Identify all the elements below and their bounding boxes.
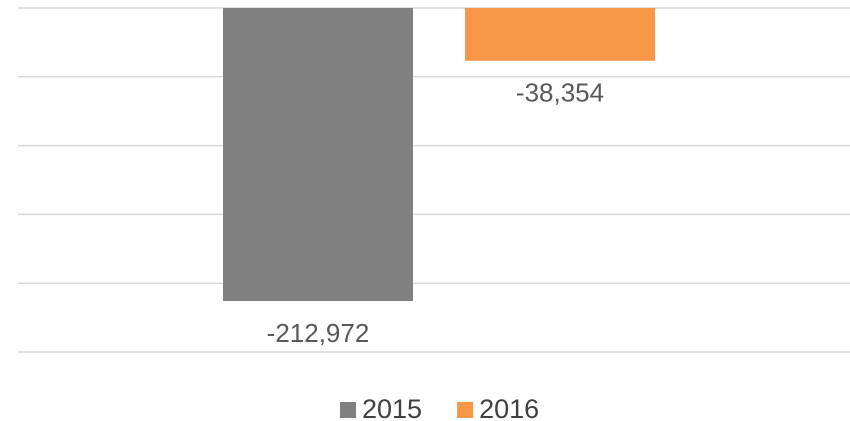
legend-swatch xyxy=(340,402,356,418)
legend-label: 2015 xyxy=(362,394,422,421)
data-label: -212,972 xyxy=(267,318,370,348)
bar xyxy=(223,8,413,302)
data-label: -38,354 xyxy=(516,78,604,108)
legend-label: 2016 xyxy=(479,394,539,421)
legend-swatch xyxy=(457,402,474,418)
bar xyxy=(465,8,655,61)
